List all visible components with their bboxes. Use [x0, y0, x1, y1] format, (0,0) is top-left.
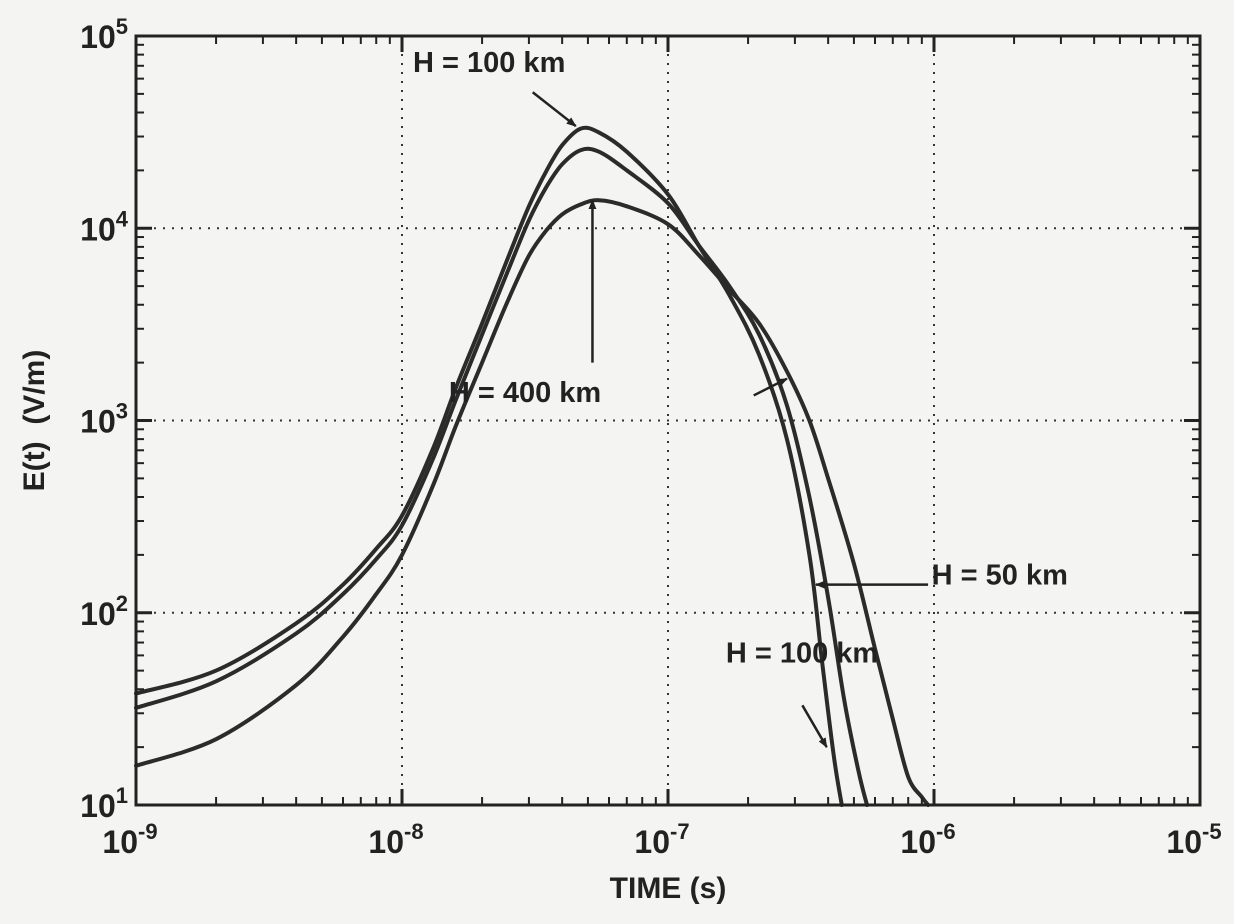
series-line-1 [134, 125, 844, 807]
annotation-arrow [531, 91, 577, 128]
y-tick-label: 103 [80, 399, 128, 440]
annotation-arrow [801, 704, 828, 748]
y-tick-label: 101 [80, 783, 128, 824]
y-tick-label: 102 [80, 591, 128, 632]
annotation-label: H = 100 km [726, 638, 878, 670]
x-tick-label: 10-8 [368, 819, 423, 860]
annotation-label: H = 100 km [413, 47, 565, 79]
y-tick-label: 105 [80, 14, 128, 55]
x-tick-label: 10-9 [102, 819, 157, 860]
annotation-label: H = 50 km [932, 560, 1068, 592]
y-axis-label: E(t) (V/m) [18, 350, 51, 492]
x-tick-label: 10-5 [1166, 819, 1221, 860]
x-axis-label: TIME (s) [610, 872, 727, 905]
series-group [134, 125, 931, 807]
grid [136, 36, 1200, 805]
annotation-label: H = 400 km [449, 377, 601, 409]
y-tick-label: 104 [80, 206, 129, 247]
annotation-arrow [753, 377, 788, 397]
ticks: 10-9 10-8 10-7 10-6 10-5 101 102 103 104 105 [80, 14, 1221, 860]
series-line-2 [134, 146, 869, 807]
x-tick-label: 10-6 [900, 819, 955, 860]
x-tick-label: 10-7 [634, 819, 689, 860]
annotations: H = 100 km H = 400 km H = 50 km H = 100 km [413, 47, 1068, 748]
